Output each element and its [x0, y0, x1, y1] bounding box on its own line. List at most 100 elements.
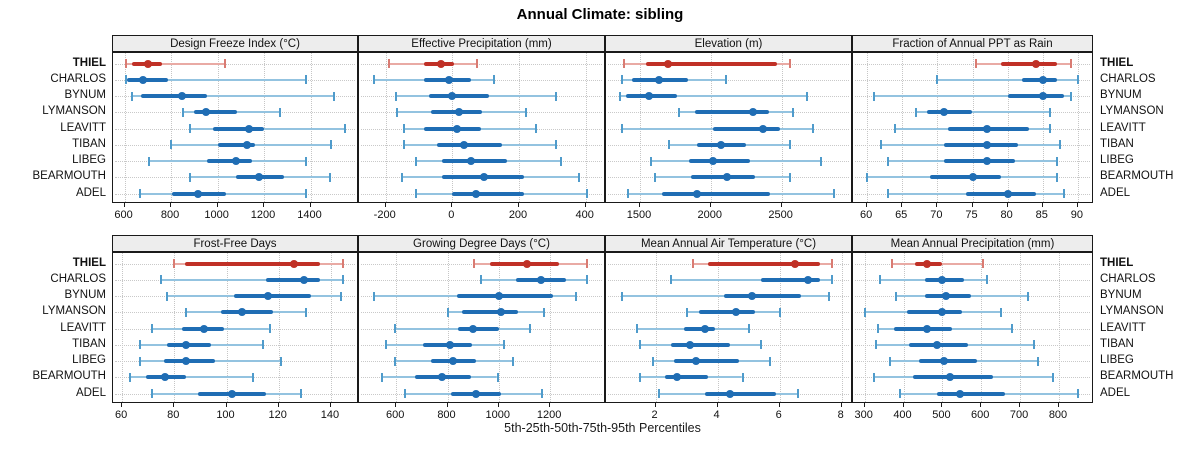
median-dot: [982, 140, 991, 149]
axis-tick-label: 2500: [768, 209, 793, 221]
panel-strip-title: Mean Annual Precipitation (mm): [890, 237, 1055, 250]
cap-5th: [894, 291, 897, 301]
cap-95th: [329, 172, 332, 182]
cap-5th: [139, 356, 142, 366]
panel-strip-title: Fraction of Annual PPT as Rain: [892, 37, 1053, 50]
median-dot: [708, 157, 717, 165]
bar-25th-75th: [695, 110, 769, 115]
cap-95th: [1036, 356, 1039, 366]
axis-tick-label: 500: [932, 409, 951, 421]
panel-strip-design-freeze-index-c: Design Freeze Index (°C): [112, 35, 358, 52]
bar-25th-75th: [265, 277, 321, 282]
cap-95th: [341, 275, 344, 285]
cap-5th: [975, 59, 977, 68]
axis-tick: [716, 403, 718, 407]
bar-25th-75th: [930, 175, 1001, 180]
cap-5th: [915, 107, 918, 117]
median-dot: [701, 324, 710, 333]
gridline-vertical: [122, 253, 124, 402]
chart-title: Annual Climate: sibling: [516, 6, 684, 23]
axis-tick-label: 80: [167, 409, 180, 421]
axis-tick: [277, 403, 279, 407]
cap-5th: [936, 75, 939, 85]
cap-5th: [653, 172, 656, 182]
cap-95th: [223, 59, 226, 68]
median-dot: [453, 124, 462, 133]
whisker-5th-95th: [125, 62, 225, 65]
cap-5th: [879, 275, 882, 285]
median-dot: [255, 173, 264, 182]
axis-tick-label: 2: [651, 409, 658, 421]
median-dot: [940, 357, 949, 365]
gridline-vertical: [841, 253, 843, 402]
median-dot: [227, 389, 236, 398]
gridline-vertical: [171, 53, 173, 202]
axis-tick: [1058, 403, 1059, 407]
x-axis-caption: 5th-25th-50th-75th-95th Percentiles: [504, 421, 701, 435]
gridline-vertical: [864, 253, 866, 402]
panel-growing-degree-days-c: [358, 252, 605, 403]
axis-tick-label: 0: [448, 209, 455, 221]
cap-95th: [1055, 172, 1058, 182]
cap-5th: [384, 340, 387, 350]
bar-25th-75th: [221, 310, 274, 315]
cap-95th: [1055, 156, 1058, 166]
cap-95th: [502, 340, 505, 350]
bar-25th-75th: [429, 94, 489, 98]
panel-mean-annual-air-temperature-c: [605, 252, 852, 403]
axis-tick: [446, 403, 448, 407]
axis-tick-label: 100: [216, 409, 235, 421]
bar-25th-75th: [456, 294, 553, 298]
cap-95th: [476, 59, 479, 68]
cap-5th: [685, 307, 688, 317]
gridline-vertical: [1077, 53, 1079, 202]
axis-tick: [225, 403, 227, 407]
cap-95th: [528, 324, 531, 333]
cap-5th: [373, 75, 375, 85]
cap-95th: [1059, 140, 1062, 150]
cap-5th: [414, 156, 417, 166]
cap-5th: [446, 307, 449, 317]
cap-95th: [797, 389, 800, 398]
cap-95th: [831, 275, 834, 285]
median-dot: [460, 140, 468, 149]
cap-95th: [778, 307, 781, 317]
median-dot: [691, 357, 700, 365]
row-label-left-lymanson: LYMANSON: [42, 305, 106, 318]
cap-5th: [636, 324, 638, 333]
panel-strip-fraction-of-annual-ppt-as-rain: Fraction of Annual PPT as Rain: [852, 35, 1093, 52]
row-label-left-charlos: CHARLOS: [50, 72, 106, 85]
axis-tick-label: 8: [837, 409, 844, 421]
cap-5th: [388, 59, 390, 68]
cap-95th: [986, 275, 989, 285]
bar-25th-75th: [1007, 94, 1064, 98]
median-dot: [200, 324, 209, 333]
cap-5th: [890, 259, 893, 268]
median-dot: [1031, 59, 1040, 68]
axis-tick-label: 140: [320, 409, 340, 421]
cap-95th: [299, 389, 302, 398]
cap-95th: [741, 372, 744, 382]
bar-25th-75th: [457, 326, 499, 331]
row-label-left-libeg: LIBEG: [72, 154, 106, 166]
median-dot: [480, 173, 488, 182]
median-dot: [655, 75, 664, 84]
row-label-left-adel: ADEL: [75, 386, 106, 399]
cap-95th: [280, 356, 283, 366]
gridline-horizontal: [361, 63, 602, 65]
axis-tick: [1019, 403, 1021, 407]
gridline-vertical: [278, 253, 280, 402]
cap-5th: [124, 75, 127, 85]
bar-25th-75th: [926, 110, 973, 115]
median-dot: [471, 189, 480, 198]
bar-25th-75th: [661, 191, 771, 196]
bar-25th-75th: [194, 110, 238, 115]
cap-95th: [820, 156, 823, 166]
axis-tick: [866, 203, 868, 207]
cap-95th: [534, 124, 537, 133]
median-dot: [537, 275, 546, 284]
whisker-5th-95th: [937, 78, 1078, 81]
cap-5th: [620, 291, 623, 301]
cap-95th: [1026, 291, 1029, 301]
